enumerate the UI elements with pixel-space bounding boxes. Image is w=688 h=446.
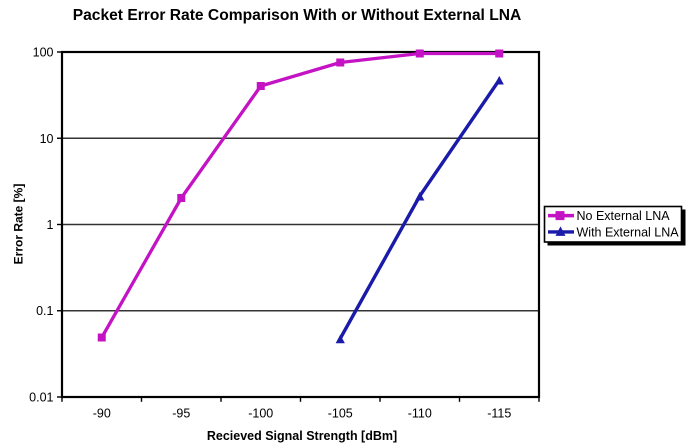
svg-text:-95: -95 [172, 406, 190, 420]
svg-text:No External LNA: No External LNA [577, 209, 671, 223]
svg-text:With External LNA: With External LNA [577, 225, 680, 239]
svg-text:-90: -90 [93, 406, 111, 420]
svg-text:10: 10 [40, 132, 54, 146]
svg-text:-115: -115 [487, 406, 511, 420]
svg-text:1: 1 [47, 218, 54, 232]
svg-text:-100: -100 [248, 406, 273, 420]
svg-text:-110: -110 [408, 406, 432, 420]
svg-text:0.01: 0.01 [29, 390, 53, 404]
svg-text:-105: -105 [328, 406, 353, 420]
svg-text:Recieved Signal Strength [dBm]: Recieved Signal Strength [dBm] [207, 429, 397, 443]
svg-text:Error Rate [%]: Error Rate [%] [12, 184, 26, 265]
svg-text:100: 100 [33, 46, 54, 60]
svg-text:Packet Error Rate Comparison W: Packet Error Rate Comparison With or Wit… [73, 7, 522, 24]
svg-text:0.1: 0.1 [36, 304, 53, 318]
